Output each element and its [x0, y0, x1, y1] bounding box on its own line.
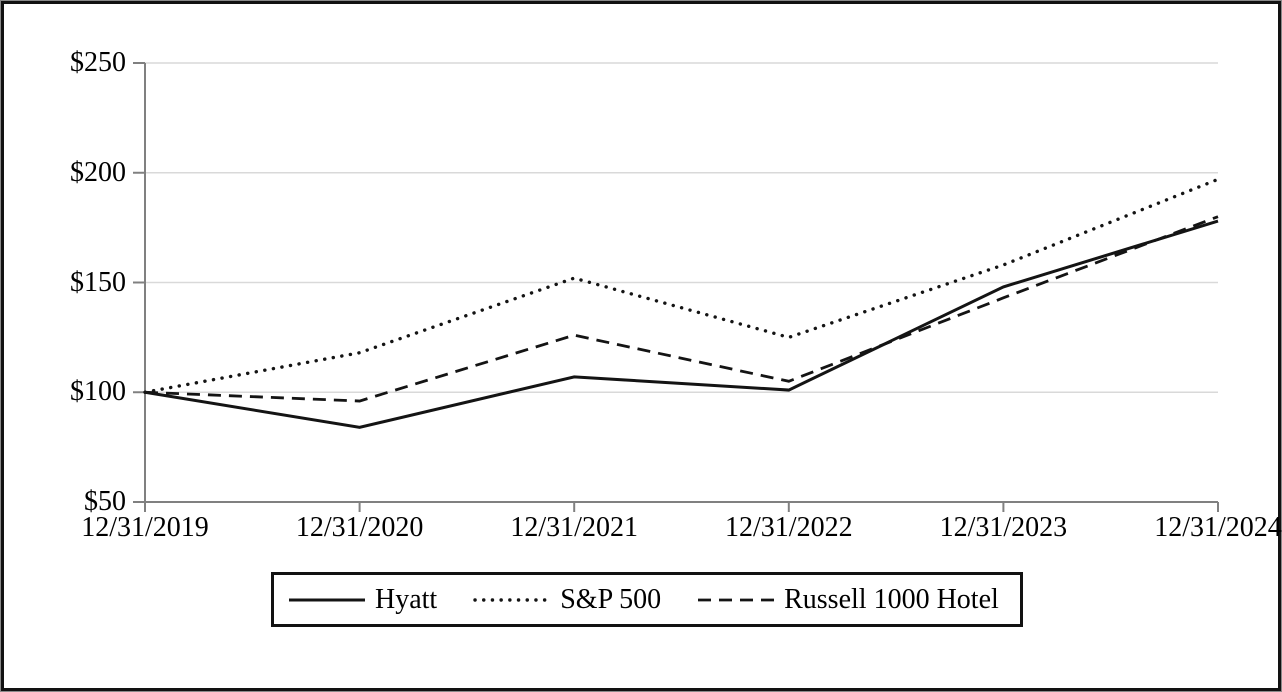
x-axis-tick-label: 12/31/2022: [725, 512, 853, 543]
dashed-line-swatch: [698, 598, 775, 601]
solid-line-swatch: [289, 598, 365, 601]
series-line-russell-1000-hotel: [144, 215, 1219, 403]
legend-label-sp500: S&P 500: [560, 583, 662, 615]
x-axis-tick-label: 12/31/2019: [81, 512, 209, 543]
y-axis-tick-label: $150: [70, 266, 126, 298]
x-axis-tick-label: 12/31/2023: [939, 512, 1068, 543]
x-axis-tick-label: 12/31/2020: [295, 512, 424, 543]
legend-label-hyatt: Hyatt: [375, 583, 438, 615]
series-line-s-p-500: [143, 177, 1220, 394]
series-line-hyatt: [144, 219, 1219, 429]
y-axis-tick-label: $250: [70, 47, 126, 78]
legend-label-russell-1000-hotel: Russell 1000 Hotel: [784, 583, 999, 615]
chart-legend: Hyatt S&P 500 Russell 1000 Hotel: [271, 572, 1023, 627]
x-axis-tick-label: 12/31/2021: [510, 512, 638, 543]
y-axis-tick-label: $200: [70, 156, 126, 188]
legend-item-sp500: S&P 500: [473, 583, 662, 615]
legend-item-hyatt: Hyatt: [288, 583, 438, 615]
legend-item-russell-1000-hotel: Russell 1000 Hotel: [697, 583, 999, 615]
chart-plot-area: [133, 62, 1220, 512]
x-axis-tick-label: 12/31/2024: [1154, 512, 1282, 543]
y-axis-tick-label: $100: [70, 376, 126, 408]
y-axis-tick-label: $50: [84, 486, 126, 517]
dotted-line-swatch: [473, 597, 552, 602]
